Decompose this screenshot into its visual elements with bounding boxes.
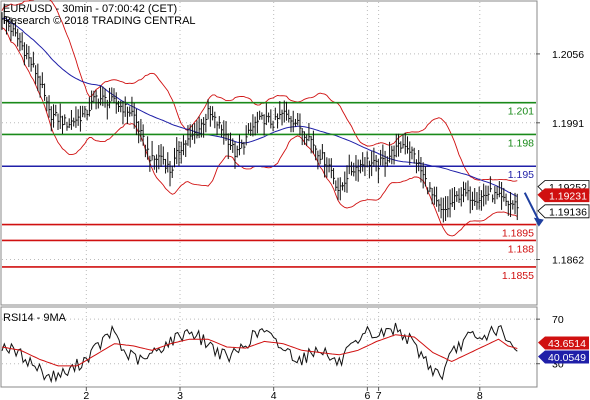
x-tick-label-1: 3 — [177, 390, 183, 400]
rsi-tick-label-1: 30 — [552, 359, 564, 371]
rsi-value-box-1 — [538, 350, 589, 364]
rsi-title: RSI14 - 9MA — [3, 312, 67, 324]
x-tick-label-4: 7 — [376, 390, 382, 400]
price-tick-label-2: 1.1862 — [552, 254, 584, 266]
rsi-lines — [1, 322, 518, 384]
price-tick-label-0: 1.2056 — [552, 49, 584, 61]
price-plot-frame — [0, 0, 538, 306]
price-label-text-2: 1.19136 — [549, 206, 587, 218]
level-label-4: 1.188 — [508, 243, 534, 255]
x-tick-label-5: 8 — [477, 390, 483, 400]
x-tick-label-0: 2 — [83, 390, 89, 400]
trend-arrow-head — [533, 217, 544, 227]
x-tick-label-3: 6 — [364, 390, 370, 400]
level-label-5: 1.1855 — [502, 270, 534, 282]
rsi-panel: 70 30 43.6514 40.0549 RSI14 - 9MA — [0, 306, 589, 388]
rsi-series-0 — [1, 322, 518, 384]
level-label-3: 1.1895 — [502, 228, 534, 240]
price-label-box-2 — [537, 204, 590, 219]
support-resistance-levels: 1.201 1.198 1.195 1.1895 1.188 1.1855 — [2, 101, 536, 282]
chart-header-line2: Research © 2018 TRADING CENTRAL — [3, 15, 196, 27]
rsi-value-box-0 — [538, 336, 589, 350]
level-label-0: 1.201 — [508, 106, 534, 118]
trend-arrow — [523, 192, 544, 227]
x-tick-label-2: 4 — [271, 390, 277, 400]
price-gridlines — [2, 2, 536, 304]
rsi-value-text-1: 40.0549 — [548, 352, 586, 364]
rsi-tick-label-0: 70 — [552, 314, 564, 326]
rsi-value-text-0: 43.6514 — [548, 338, 586, 350]
rsi-series-1 — [1, 334, 518, 367]
trend-arrow-shaft — [523, 192, 540, 222]
rsi-gridlines — [2, 308, 536, 386]
level-label-2: 1.195 — [508, 169, 534, 181]
price-tick-label-1: 1.1991 — [552, 118, 584, 130]
price-label-text-1: 1.19231 — [549, 190, 587, 202]
price-bars — [1, 3, 519, 223]
price-axis-ticks: 1.2056 1.1991 1.1862 — [536, 49, 584, 266]
price-label-box-1 — [537, 188, 590, 203]
level-label-1: 1.198 — [508, 137, 534, 149]
upper-band — [1, 0, 518, 182]
rsi-axis-ticks: 70 30 — [536, 314, 564, 371]
chart-header-line1: EUR/USD - 30min - 07:00:42 (CET) — [3, 3, 177, 15]
rsi-value-labels: 43.6514 40.0549 — [538, 336, 589, 364]
